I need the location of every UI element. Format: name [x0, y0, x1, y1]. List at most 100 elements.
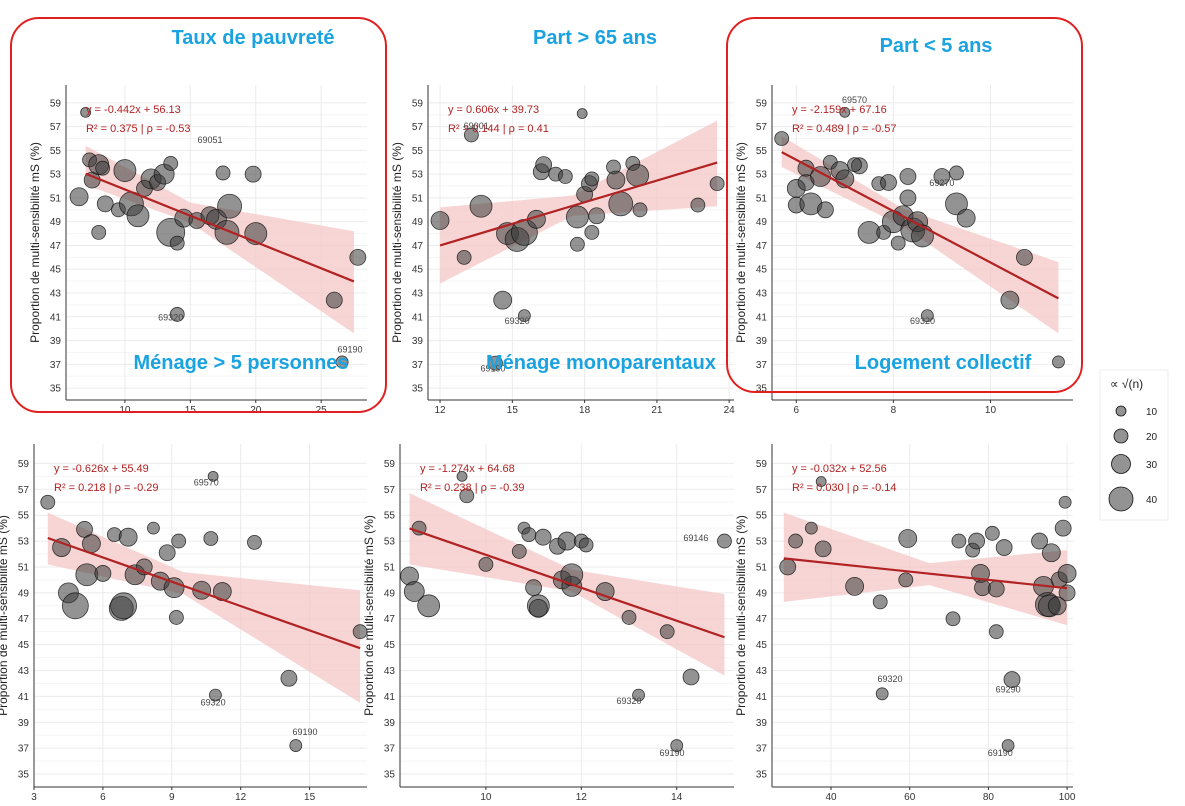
data-point — [815, 476, 827, 487]
data-point — [779, 558, 797, 576]
data-point — [171, 533, 187, 549]
y-tick-label: 47 — [412, 241, 424, 252]
data-point — [158, 544, 176, 562]
panel-3: 35 37 39 41 43 45 47 49 51 53 55 57 59 6 8 10 Proportion… — [726, 17, 1083, 416]
x-tick-label: 12 — [235, 792, 247, 803]
y-tick-label: 59 — [756, 459, 768, 470]
legend-label: 20 — [1146, 432, 1158, 443]
data-point — [995, 539, 1013, 556]
y-tick-label: 51 — [412, 193, 424, 204]
data-point — [525, 579, 542, 597]
y-tick-label: 55 — [756, 146, 768, 157]
panel-title: Part < 5 ans — [880, 35, 993, 57]
data-point — [478, 556, 494, 572]
grid — [772, 444, 1073, 787]
highlight-frame — [726, 17, 1083, 393]
y-tick-label: 57 — [412, 122, 424, 133]
x-tick-label: 15 — [304, 792, 316, 803]
size-legend: ∝ √(n) 10 20 30 40 — [1099, 369, 1169, 521]
regression-line — [85, 172, 355, 283]
y-tick-label: 59 — [756, 98, 768, 109]
y-tick-label: 57 — [756, 122, 768, 133]
y-tick-label: 41 — [756, 312, 768, 323]
data-point — [569, 236, 585, 252]
panel-title: Ménage > 5 personnes — [133, 352, 348, 374]
point-label: 69001 — [464, 121, 489, 131]
data-point — [1000, 290, 1020, 310]
data-point — [810, 166, 831, 187]
data-point — [788, 533, 804, 549]
regression-equation: y = -0.032x + 52.56 — [792, 463, 887, 475]
x-tick-label: 10 — [985, 405, 997, 416]
x-tick-label: 8 — [891, 405, 897, 416]
data-point — [1001, 739, 1015, 752]
regression-stats: R² = 0.489 | ρ = -0.57 — [792, 123, 897, 135]
x-tick-label: 25 — [316, 405, 328, 416]
y-tick-label: 51 — [756, 562, 768, 573]
data-point — [621, 610, 637, 625]
y-tick-label: 39 — [756, 718, 768, 729]
y-tick-label: 51 — [50, 193, 62, 204]
y-axis-label: Proportion de multi-sensibilité mS (%) — [390, 142, 404, 343]
y-tick-label: 55 — [412, 146, 424, 157]
point-label: 69320 — [910, 316, 935, 326]
data-point — [557, 169, 573, 184]
y-tick-label: 37 — [756, 744, 768, 755]
data-point — [118, 527, 138, 547]
point-label: 69570 — [842, 95, 867, 105]
y-tick-label: 53 — [384, 537, 396, 548]
data-point — [1047, 596, 1067, 616]
y-axis-label: Proportion de multi-sensibilité mS (%) — [734, 515, 748, 716]
data-point — [588, 207, 606, 225]
x-tick-label: 9 — [169, 792, 175, 803]
data-point — [352, 624, 368, 640]
data-point — [61, 592, 89, 620]
data-point — [80, 106, 92, 118]
regression-equation: y = -1.274x + 64.68 — [420, 463, 515, 475]
y-tick-label: 39 — [50, 336, 62, 347]
legend-circle — [1113, 428, 1129, 444]
y-tick-label: 55 — [18, 511, 30, 522]
point-label: 69320 — [201, 697, 226, 707]
data-point — [463, 127, 479, 143]
legend-title: ∝ √(n) — [1110, 377, 1143, 391]
panel-1: 35 37 39 41 43 45 47 49 51 53 55 57 59 10 15 20 25 Propor… — [10, 17, 387, 416]
data-point — [147, 521, 160, 535]
point-label: 69320 — [505, 316, 530, 326]
y-tick-label: 47 — [756, 241, 768, 252]
data-point — [608, 191, 634, 217]
regression-equation: y = -0.626x + 55.49 — [54, 463, 149, 475]
data-point — [456, 249, 472, 265]
y-tick-label: 41 — [384, 692, 396, 703]
x-tick-label: 24 — [724, 405, 736, 416]
y-tick-label: 51 — [756, 193, 768, 204]
confidence-band — [783, 512, 1068, 626]
regression-line — [409, 527, 725, 639]
data-point — [717, 533, 732, 549]
y-tick-label: 55 — [756, 511, 768, 522]
y-tick-label: 37 — [756, 360, 768, 371]
data-point — [289, 739, 303, 752]
data-point — [528, 598, 548, 618]
data-point — [244, 165, 262, 183]
data-point — [968, 532, 986, 550]
data-point — [817, 201, 834, 219]
regression-stats: R² = 0.218 | ρ = -0.29 — [54, 482, 159, 494]
data-point — [169, 307, 185, 322]
data-point — [576, 108, 588, 119]
data-point — [163, 156, 179, 171]
point-label: 69146 — [683, 533, 708, 543]
regression-line — [781, 151, 1059, 300]
data-point — [430, 211, 450, 230]
data-point — [534, 528, 552, 546]
data-point — [988, 624, 1004, 640]
y-tick-label: 45 — [384, 640, 396, 651]
y-tick-label: 49 — [756, 217, 768, 228]
legend-label: 10 — [1146, 407, 1158, 418]
data-point — [1052, 355, 1065, 369]
data-point — [898, 529, 918, 548]
data-point — [110, 592, 137, 620]
data-point — [560, 563, 584, 587]
point-label: 69320 — [878, 674, 903, 684]
data-point — [632, 688, 645, 702]
